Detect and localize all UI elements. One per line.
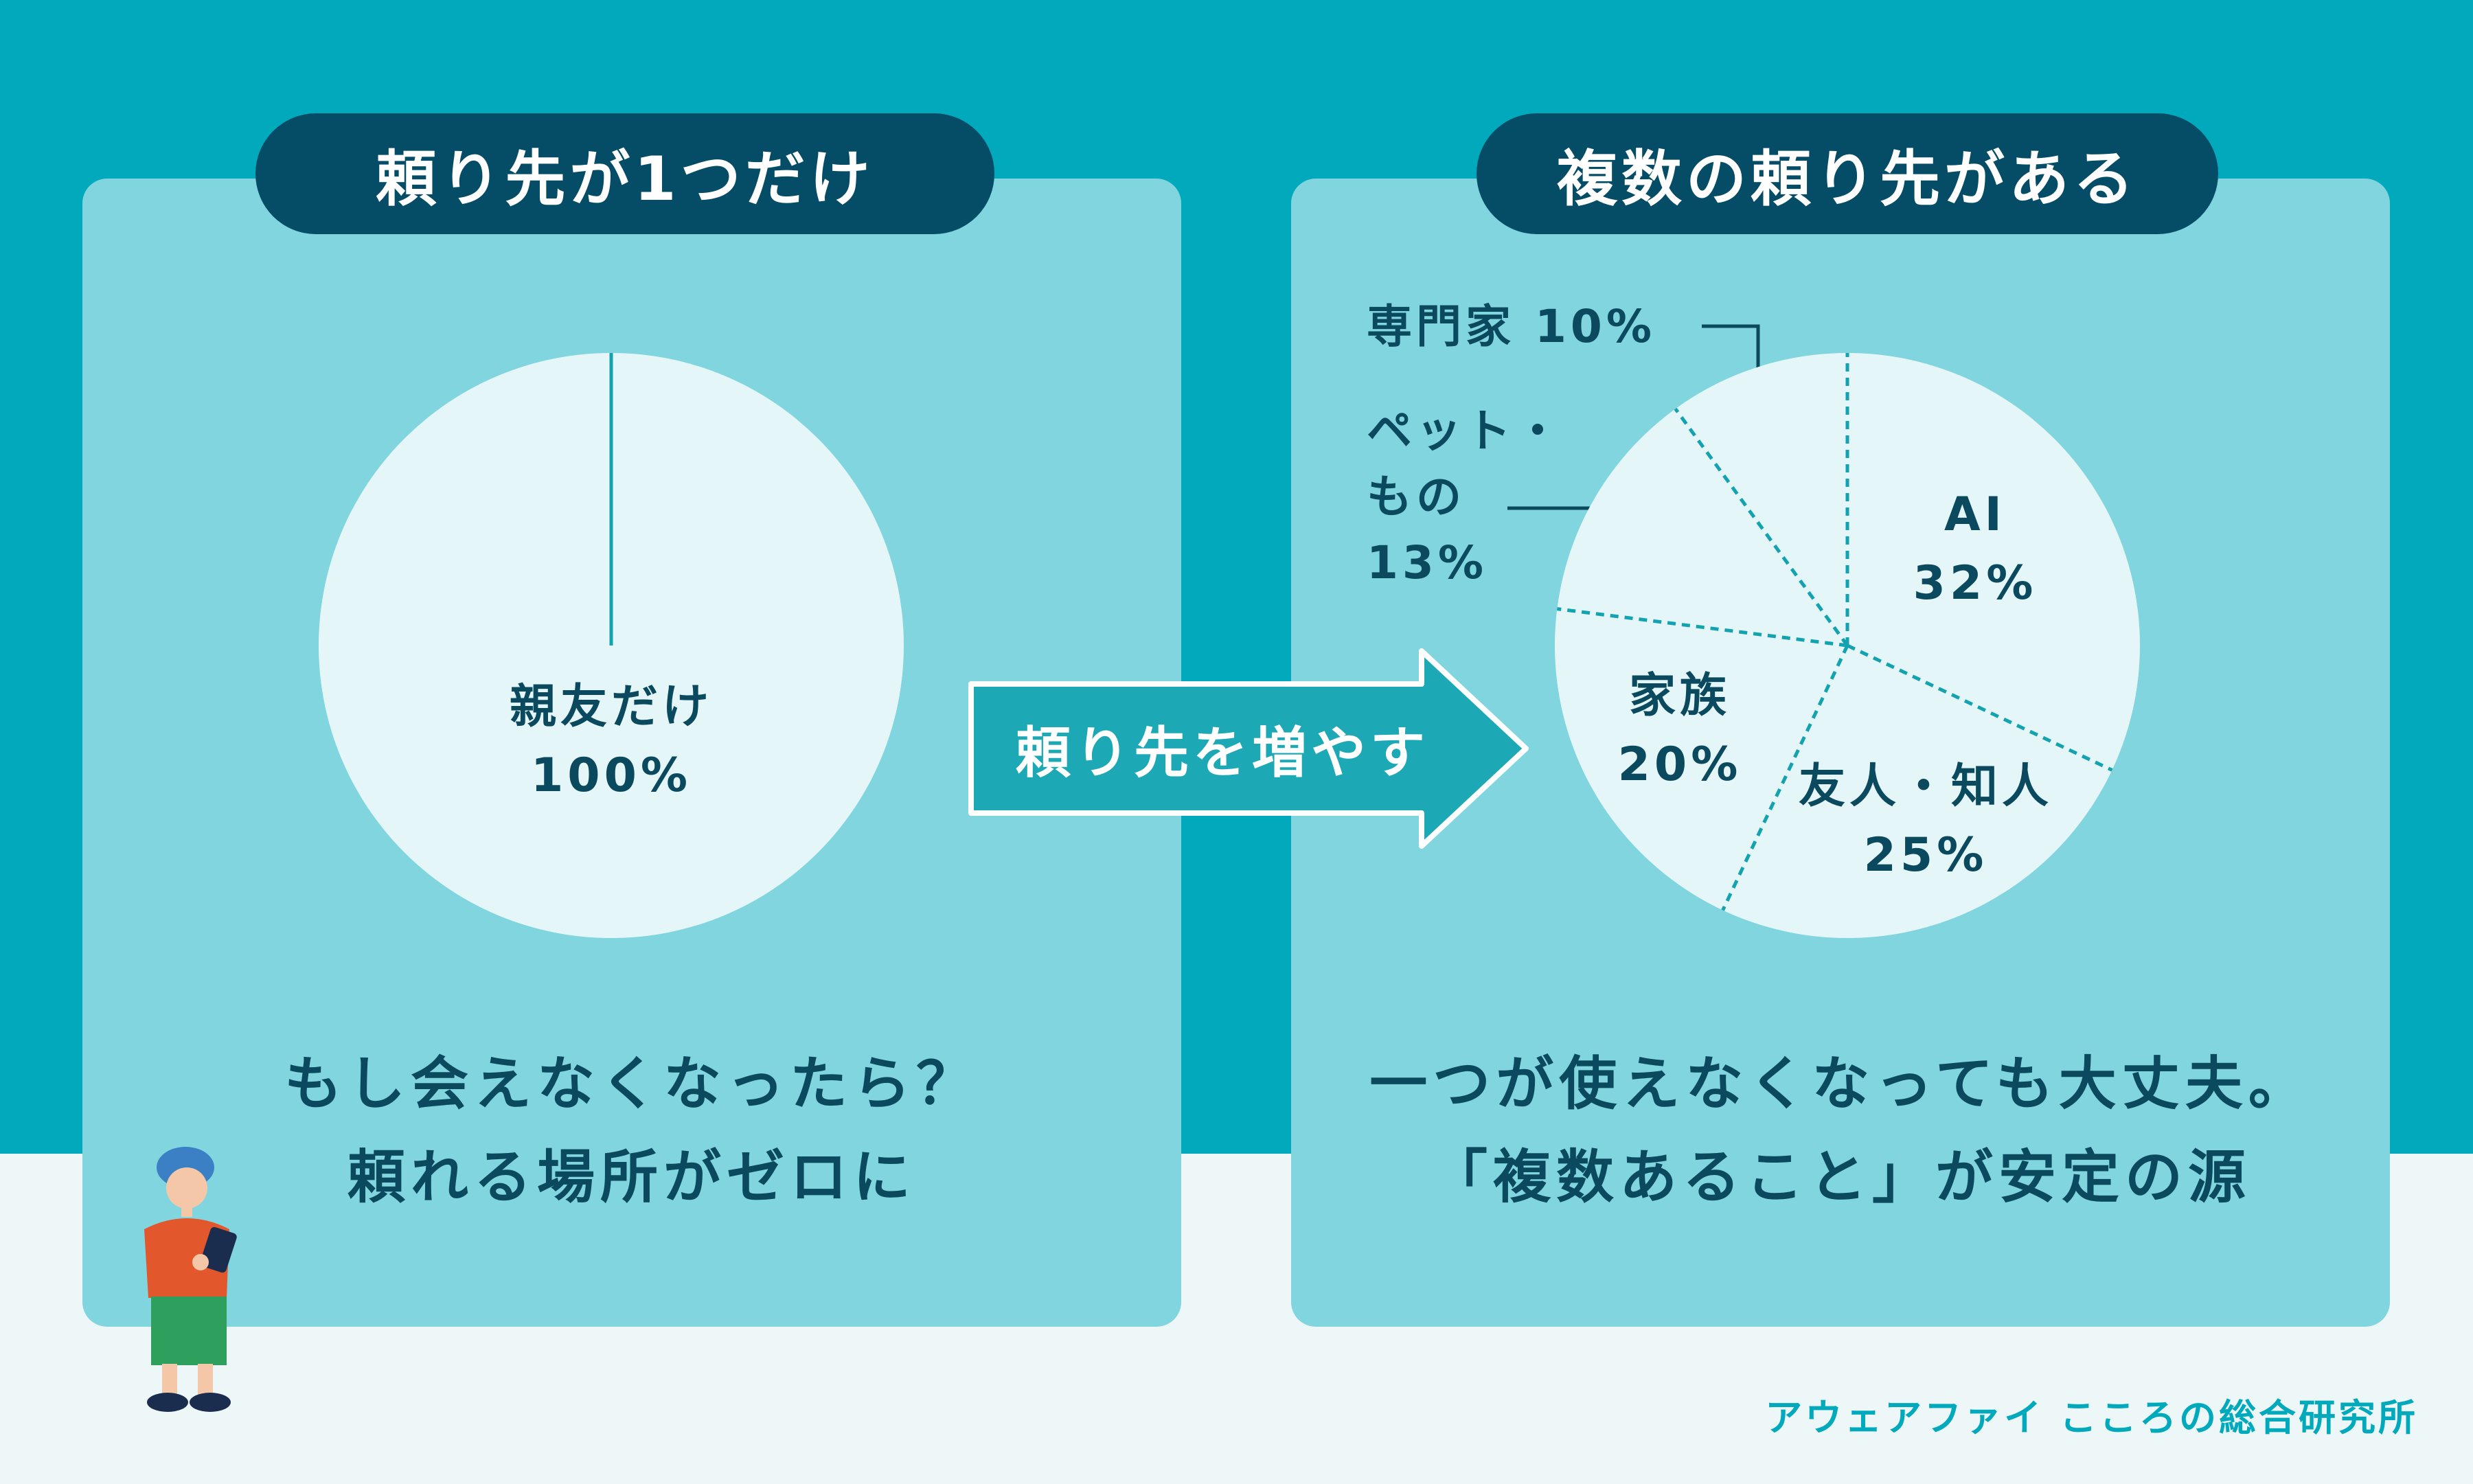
left-caption-line-2: 頼れる場所がゼロに [347,1143,916,1211]
person-leg-left [162,1364,177,1398]
slice-name-value: 専門家 10% [1367,300,1656,353]
slice-name: 家族 [1628,669,1731,723]
slice-name-line-2: もの [1367,470,1466,523]
person-leg-right [198,1364,213,1398]
pie-slice-boundary-1 [1846,643,2113,772]
right-caption-line-1: 一つが使えなくなっても大丈夫。 [1369,1050,2312,1117]
slice-label-ai: AI 32% [1913,481,2038,618]
arrow-shape [968,648,1529,849]
slice-value: 100% [530,749,692,803]
person-tablet [200,1226,237,1273]
left-caption-line-1: もし会えなくなったら？ [284,1050,979,1117]
right-caption-line-2: 「複数あること」が安定の源 [1429,1143,2251,1211]
slice-value: 32% [1913,556,2038,610]
slice-label-family: 家族 20% [1618,662,1742,799]
right-panel-title: 複数の頼り先がある [1477,113,2218,234]
person-neck [181,1206,192,1217]
slice-name-line-1: ペット・ [1367,404,1564,457]
pie-slice-boundary-4 [1674,407,1849,647]
person-head [166,1167,207,1209]
slice-label-friends: 友人・知人 25% [1799,753,2053,890]
slice-name: AI [1944,488,2006,542]
left-panel-title: 頼り先が1つだけ [255,113,994,234]
slice-value: 20% [1617,738,1742,792]
slice-label-pets: ペット・ もの 13% [1367,398,1564,596]
pie-slice-boundary-2 [1721,644,1849,911]
pie-chart-multiple [1555,353,2140,938]
slice-value: 13% [1367,536,1488,589]
pie-slice-boundary-3 [1557,607,1848,648]
slice-name: 友人・知人 [1798,760,2053,814]
person-illustration [144,1147,237,1412]
slice-value: 25% [1863,828,1988,882]
right-caption: 一つが使えなくなっても大丈夫。 「複数あること」が安定の源 [1291,1037,2390,1224]
person-shorts [151,1297,227,1365]
slice-label-expert: 専門家 10% [1367,294,1656,360]
slice-name: 親友だけ [509,680,714,734]
person-shoe-right [190,1393,231,1412]
pie-chart-single [319,353,904,938]
arrow-label: 頼り先を増やす [1016,721,1429,785]
left-caption: もし会えなくなったら？ 頼れる場所がゼロに [82,1037,1181,1224]
person-shoe-left [147,1393,188,1412]
credit-text: アウェアファイ こころの総合研究所 [1765,1396,2418,1439]
person-hand [192,1254,209,1270]
slice-label-best-friend: 親友だけ 100% [510,673,713,810]
